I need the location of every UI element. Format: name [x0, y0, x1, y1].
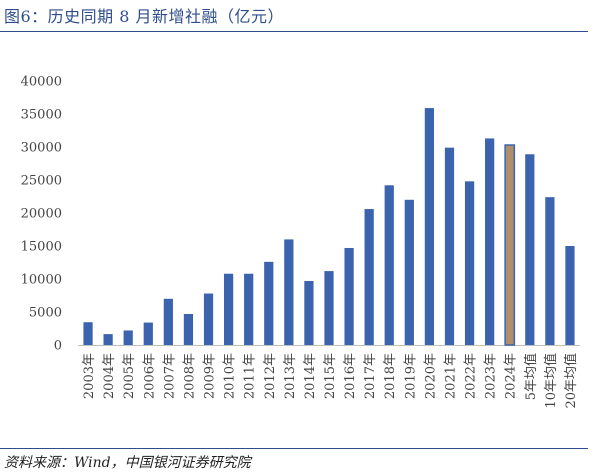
- x-tick-label: 2016年: [343, 353, 358, 399]
- x-tick-label: 20年均值: [563, 353, 579, 409]
- x-tick-label: 5年均值: [523, 353, 539, 400]
- y-tick-label: 10000: [21, 273, 62, 288]
- bar-2021年: [444, 147, 455, 345]
- x-tick-label: 2020年: [423, 353, 438, 399]
- bar-2005年: [123, 330, 133, 345]
- x-tick-label: 10年均值: [543, 353, 559, 409]
- bar-chart: 0 5000 10000 15000 20000 25000 30000 35000 40000…: [21, 75, 580, 409]
- bar-2007年: [163, 298, 173, 345]
- x-tick-label: 2014年: [303, 353, 318, 399]
- bar-2004年: [103, 334, 113, 345]
- bar-2008年: [183, 313, 194, 345]
- x-tick-label: 2004年: [102, 353, 117, 399]
- x-tick-label: 2003年: [82, 353, 97, 399]
- x-tick-label: 2015年: [323, 353, 338, 399]
- bar-2010年: [223, 273, 234, 345]
- bar-series: [83, 108, 575, 346]
- x-tick-label: 2013年: [283, 353, 298, 399]
- bar-2003年: [83, 322, 93, 345]
- x-tick-label: 2022年: [464, 353, 479, 399]
- x-tick-label: 2023年: [484, 353, 499, 399]
- bar-2013年: [284, 239, 294, 345]
- source-rule: [0, 448, 588, 449]
- y-tick-label: 35000: [21, 108, 62, 123]
- x-tick-label: 2021年: [443, 353, 458, 399]
- bar-2011年: [244, 273, 254, 345]
- bar-2018年: [384, 185, 394, 345]
- bar-2009年: [203, 293, 214, 345]
- y-tick-label: 40000: [21, 75, 62, 90]
- bar-2016年: [344, 247, 354, 345]
- x-tick-label: 2005年: [122, 353, 137, 399]
- bar-2022年: [464, 181, 475, 345]
- y-tick-label: 5000: [29, 306, 62, 321]
- x-tick-label: 2018年: [383, 353, 398, 399]
- y-tick-label: 25000: [21, 174, 62, 189]
- y-tick-label: 20000: [21, 207, 62, 222]
- x-tick-label: 2019年: [403, 353, 418, 399]
- x-tick-label: 2009年: [203, 353, 218, 399]
- bar-2023年: [485, 138, 495, 345]
- title-rule: [0, 31, 588, 32]
- x-tick-label: 2010年: [223, 353, 238, 399]
- bar-2017年: [364, 209, 374, 345]
- x-tick-label: 2008年: [182, 353, 197, 399]
- bar-2024年: [504, 144, 516, 346]
- y-axis: 0 5000 10000 15000 20000 25000 30000 35000 40000: [21, 75, 62, 354]
- bar-2006年: [143, 322, 153, 345]
- y-tick-label: 15000: [21, 240, 62, 255]
- y-tick-label: 30000: [21, 141, 62, 156]
- x-tick-label: 2012年: [263, 353, 278, 399]
- bar-20年均值: [565, 246, 575, 345]
- bar-10年均值: [545, 197, 555, 345]
- bar-2012年: [264, 261, 274, 345]
- x-tick-label: 2006年: [142, 353, 157, 399]
- y-tick-label: 0: [54, 339, 62, 354]
- x-tick-label: 2017年: [363, 353, 378, 399]
- x-tick-label: 2011年: [243, 353, 258, 399]
- bar-2020年: [424, 108, 435, 345]
- bar-5年均值: [525, 154, 535, 345]
- x-tick-label: 2007年: [162, 353, 177, 399]
- bar-2015年: [324, 271, 334, 345]
- source-note: 资料来源：Wind，中国银河证券研究院: [4, 455, 251, 471]
- x-axis: 2003年 2004年 2005年 2006年 2007年 2008年 2009年 2010年…: [82, 353, 579, 409]
- bar-2019年: [404, 199, 414, 345]
- x-tick-label: 2024年: [504, 353, 519, 399]
- figure-title: 图6：历史同期 8 月新增社融（亿元）: [4, 7, 285, 26]
- bar-2014年: [304, 280, 314, 345]
